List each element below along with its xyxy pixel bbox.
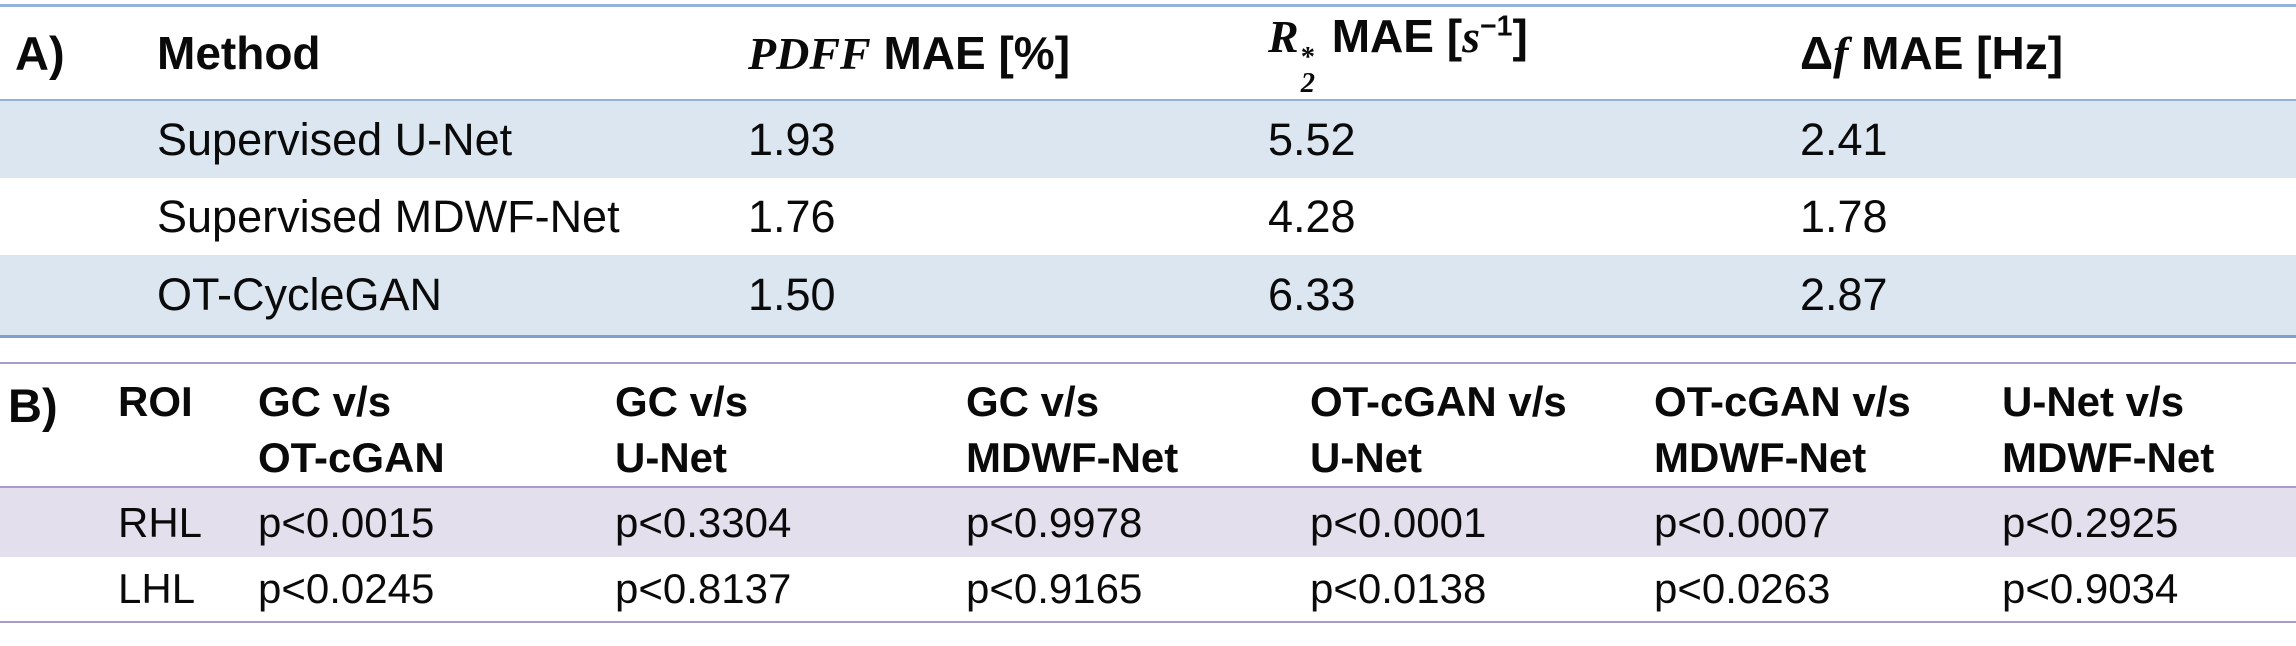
table-a-header-method: Method	[157, 27, 321, 79]
r2star-mae-cell: 6.33	[1268, 269, 1356, 320]
pdff-mae-cell: 1.50	[748, 269, 836, 320]
r2star-mae-cell: 4.28	[1268, 190, 1356, 242]
pvalue-cell: p<0.3304	[615, 498, 792, 546]
pvalue-cell: p<0.2925	[2002, 498, 2179, 546]
pvalue-cell: p<0.0001	[1310, 498, 1487, 546]
roi-cell: RHL	[118, 498, 203, 546]
pvalue-cell: p<0.0245	[258, 565, 435, 612]
table-a-header-pdff: PDFF MAE [%]	[748, 27, 1071, 79]
pvalue-cell: p<0.0007	[1654, 498, 1831, 546]
roi-cell: LHL	[118, 565, 196, 612]
method-cell: Supervised U-Net	[157, 113, 513, 165]
pvalue-cell: p<0.9165	[966, 565, 1143, 612]
pdff-math-symbol: PDFF	[748, 28, 871, 79]
table-b-header-roi: ROI	[118, 378, 193, 425]
pvalue-cell: p<0.8137	[615, 565, 792, 612]
table-a-header-r2star: R * 2 MAE [s−1]	[1268, 10, 1528, 99]
method-cell: Supervised MDWF-Net	[157, 190, 620, 242]
pvalue-cell: p<0.0263	[1654, 565, 1831, 612]
pvalue-cell: p<0.0138	[1310, 565, 1487, 612]
r2star-mae-cell: 5.52	[1268, 113, 1356, 165]
method-cell: OT-CycleGAN	[157, 269, 443, 320]
table-b-header-otcgan-mdwfnet: OT-cGAN v/s MDWF-Net	[1654, 378, 1911, 481]
deltaf-mae-cell: 2.87	[1800, 269, 1888, 320]
table-b-bottom-rule	[0, 621, 2296, 623]
table-b-row-rhl: RHL p<0.0015 p<0.3304 p<0.9978 p<0.0001 …	[0, 488, 2296, 557]
table-b-pvalues: B) ROI GC v/s OT-cGAN GC v/s U-Net GC v/…	[0, 362, 2296, 623]
pvalue-cell: p<0.9034	[2002, 565, 2179, 612]
pvalue-cell: p<0.9978	[966, 498, 1143, 546]
table-b-header-gc-unet: GC v/s U-Net	[615, 378, 749, 481]
table-b-header-row: B) ROI GC v/s OT-cGAN GC v/s U-Net GC v/…	[0, 364, 2296, 488]
table-b-header-otcgan-unet: OT-cGAN v/s U-Net	[1310, 378, 1567, 481]
deltaf-mae-cell: 1.78	[1800, 190, 1888, 242]
table-a-mae-metrics: A) Method PDFF MAE [%] R * 2 MAE [s−1] Δf …	[0, 4, 2296, 338]
table-a-row-otcyclegan: OT-CycleGAN 1.50 6.33 2.87	[0, 255, 2296, 335]
table-a-row-supervised-mdwfnet: Supervised MDWF-Net 1.76 4.28 1.78	[0, 178, 2296, 255]
table-b-header-unet-mdwfnet: U-Net v/s MDWF-Net	[2002, 378, 2215, 481]
pvalue-cell: p<0.0015	[258, 498, 435, 546]
r2star-math-symbol: R	[1268, 11, 1299, 63]
table-a-header-row: A) Method PDFF MAE [%] R * 2 MAE [s−1] Δf …	[0, 7, 2296, 101]
delta-f-math-symbol: Δ	[1800, 27, 1834, 79]
table-b-header-gc-otcgan: GC v/s OT-cGAN	[258, 378, 445, 481]
table-b-header-gc-mdwfnet: GC v/s MDWF-Net	[966, 378, 1179, 481]
panel-label-a: A)	[15, 26, 65, 80]
panel-label-b: B)	[8, 379, 58, 432]
pdff-mae-cell: 1.76	[748, 190, 836, 242]
table-a-bottom-rule	[0, 335, 2296, 338]
table-a-header-deltaf: Δf MAE [Hz]	[1800, 27, 2064, 79]
deltaf-mae-cell: 2.41	[1800, 113, 1888, 165]
pdff-mae-cell: 1.93	[748, 113, 836, 165]
table-a-row-supervised-unet: Supervised U-Net 1.93 5.52 2.41	[0, 101, 2296, 178]
table-b-row-lhl: LHL p<0.0245 p<0.8137 p<0.9165 p<0.0138 …	[0, 557, 2296, 621]
